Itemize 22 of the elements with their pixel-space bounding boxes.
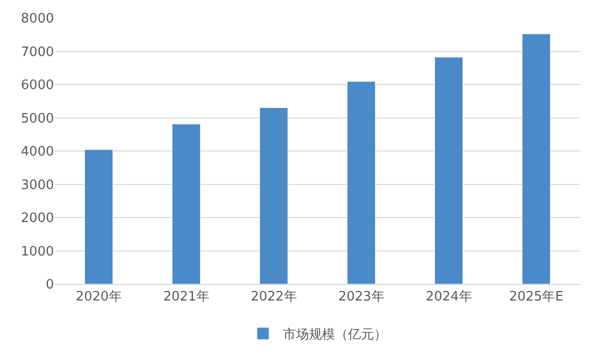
x-tick-label: 2023年 bbox=[338, 290, 384, 305]
y-tick-label: 6000 bbox=[20, 78, 54, 94]
bar bbox=[522, 34, 550, 284]
x-tick-label: 2021年 bbox=[163, 290, 210, 305]
bar bbox=[84, 149, 113, 284]
x-tick-label: 2022年 bbox=[250, 290, 297, 305]
y-tick-label: 5000 bbox=[20, 111, 54, 126]
legend-label: 市场规模（亿元） bbox=[283, 328, 387, 343]
y-tick-label: 4000 bbox=[20, 144, 54, 160]
y-tick-label: 0 bbox=[46, 278, 54, 293]
y-tick-label: 7000 bbox=[20, 44, 54, 60]
y-tick-label: 8000 bbox=[20, 12, 54, 27]
bar bbox=[260, 108, 288, 284]
x-tick-label: 2025年E bbox=[509, 290, 564, 305]
y-tick-label: 3000 bbox=[20, 178, 54, 193]
y-tick-label: 2000 bbox=[20, 211, 54, 226]
x-tick-label: 2020年 bbox=[76, 290, 122, 305]
bar bbox=[434, 56, 463, 284]
x-tick-label: 2024年 bbox=[426, 290, 472, 305]
y-tick-label: 1000 bbox=[20, 244, 54, 260]
bar bbox=[172, 124, 200, 284]
bar bbox=[347, 81, 376, 284]
